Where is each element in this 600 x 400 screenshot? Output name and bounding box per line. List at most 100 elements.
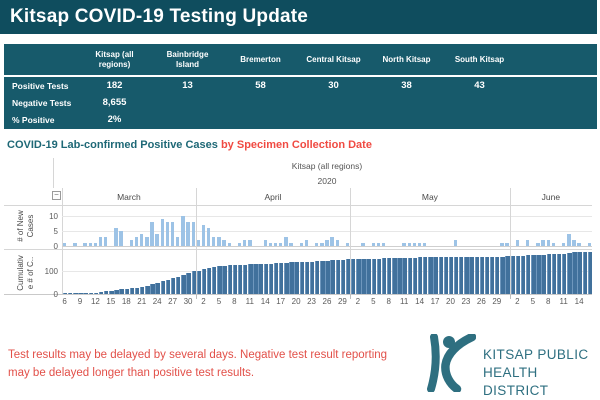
cumulative-bar[interactable] [309,261,315,294]
new-cases-bar[interactable] [88,243,92,246]
cumulative-bar[interactable] [299,262,304,294]
new-cases-bar[interactable] [335,240,339,246]
cumulative-bar[interactable] [536,255,541,294]
cumulative-bar[interactable] [531,255,536,294]
new-cases-bar[interactable] [248,240,252,246]
cumulative-bar[interactable] [453,256,459,294]
cumulative-bar[interactable] [124,288,129,294]
new-cases-bar[interactable] [515,240,520,246]
cumulative-bar[interactable] [278,263,284,294]
cumulative-bar[interactable] [258,264,263,294]
cumulative-bar[interactable] [356,259,361,294]
cumulative-bar[interactable] [325,260,330,294]
cumulative-bar[interactable] [186,272,191,294]
cumulative-bar[interactable] [448,257,454,294]
cumulative-bar[interactable] [464,256,469,294]
new-cases-bar[interactable] [201,225,206,246]
cumulative-bar[interactable] [88,293,93,294]
cumulative-bar[interactable] [515,255,521,294]
cumulative-bar[interactable] [93,292,99,294]
new-cases-bar[interactable] [315,243,319,246]
cumulative-bar[interactable] [546,254,551,294]
cumulative-bar[interactable] [423,257,428,294]
cumulative-bar[interactable] [500,256,505,294]
cumulative-bar[interactable] [134,287,140,294]
cumulative-bar[interactable] [62,293,68,294]
new-cases-bar[interactable] [278,243,283,246]
cumulative-bar[interactable] [551,253,557,294]
new-cases-bar[interactable] [145,237,149,246]
cumulative-bar[interactable] [68,293,73,294]
cumulative-bar[interactable] [572,252,577,294]
cumulative-bar[interactable] [510,256,515,294]
cumulative-bar[interactable] [556,253,562,294]
cumulative-bar[interactable] [294,262,299,294]
cumulative-bar[interactable] [315,261,320,294]
collapse-icon[interactable]: − [52,191,61,200]
new-cases-bar[interactable] [83,243,87,246]
cumulative-bar[interactable] [366,259,371,294]
cumulative-bar[interactable] [397,258,402,294]
new-cases-bar[interactable] [546,240,550,246]
cumulative-bar[interactable] [320,261,325,294]
new-cases-bar[interactable] [320,243,324,246]
new-cases-bar[interactable] [160,219,165,246]
cumulative-bar[interactable] [165,279,171,294]
new-cases-bar[interactable] [525,240,530,246]
new-cases-bar[interactable] [381,243,386,246]
new-cases-bar[interactable] [191,222,195,246]
cumulative-bar[interactable] [212,266,217,294]
cumulative-bar[interactable] [340,259,346,294]
cumulative-bar[interactable] [443,257,449,294]
new-cases-bar[interactable] [407,243,412,246]
cumulative-bar[interactable] [484,256,490,294]
cumulative-bar[interactable] [242,264,248,294]
cumulative-bar[interactable] [284,262,289,294]
new-cases-bar[interactable] [104,237,108,246]
new-cases-bar[interactable] [196,240,201,246]
cumulative-bar[interactable] [129,288,135,294]
cumulative-bar[interactable] [495,256,500,294]
new-cases-bar[interactable] [242,240,247,246]
cumulative-bar[interactable] [577,252,582,294]
new-cases-bar[interactable] [273,243,278,246]
cumulative-bar[interactable] [273,263,279,294]
new-cases-bar[interactable] [587,243,592,246]
new-cases-bar[interactable] [186,222,190,246]
cumulative-bar[interactable] [412,257,418,294]
cumulative-bar[interactable] [176,276,181,294]
new-cases-bar[interactable] [572,240,576,246]
new-cases-bar[interactable] [325,240,329,246]
cumulative-bar[interactable] [83,293,88,294]
new-cases-bar[interactable] [561,243,566,246]
new-cases-bar[interactable] [505,243,509,246]
cumulative-bar[interactable] [98,292,104,294]
new-cases-bar[interactable] [345,243,350,246]
new-cases-bar[interactable] [170,222,175,246]
cumulative-bar[interactable] [78,293,83,294]
new-cases-bar[interactable] [98,237,103,246]
cumulative-bar[interactable] [428,257,433,294]
cumulative-bar[interactable] [119,288,124,294]
cumulative-bar[interactable] [438,257,443,294]
cumulative-bar[interactable] [541,254,546,294]
new-cases-bar[interactable] [73,243,77,246]
cumulative-bar[interactable] [479,256,485,294]
cumulative-bar[interactable] [433,257,438,294]
cumulative-bar[interactable] [109,291,114,294]
new-cases-bar[interactable] [289,243,293,246]
cumulative-bar[interactable] [304,261,310,294]
cumulative-bar[interactable] [587,251,593,294]
cumulative-bar[interactable] [335,259,340,294]
new-cases-bar[interactable] [134,237,139,246]
cumulative-bar[interactable] [289,262,294,294]
cumulative-bar[interactable] [387,258,392,294]
cumulative-bar[interactable] [459,256,464,294]
new-cases-bar[interactable] [237,243,242,246]
cumulative-bar[interactable] [407,257,413,294]
cumulative-bar[interactable] [222,265,227,294]
cumulative-bar[interactable] [217,266,222,294]
new-cases-bar[interactable] [536,243,540,246]
cumulative-bar[interactable] [330,259,335,294]
new-cases-bar[interactable] [577,243,581,246]
